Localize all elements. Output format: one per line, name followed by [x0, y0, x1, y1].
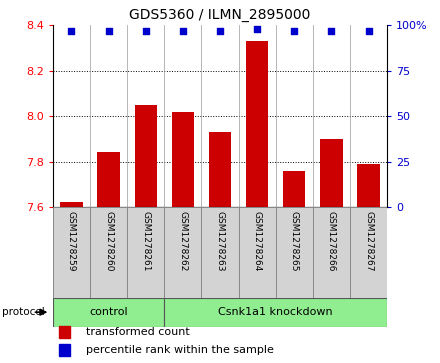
Point [291, 28, 298, 34]
Bar [135, 105, 157, 207]
Bar [164, 298, 387, 327]
Bar [350, 207, 387, 298]
Bar [276, 207, 313, 298]
Text: GSM1278265: GSM1278265 [290, 211, 299, 272]
Point [142, 28, 149, 34]
Text: GSM1278261: GSM1278261 [141, 211, 150, 272]
Bar [246, 41, 268, 207]
Text: GSM1278263: GSM1278263 [216, 211, 224, 272]
Point [105, 28, 112, 34]
Title: GDS5360 / ILMN_2895000: GDS5360 / ILMN_2895000 [129, 8, 311, 22]
Bar [164, 207, 202, 298]
Point [328, 28, 335, 34]
Point [180, 28, 187, 34]
Bar [90, 207, 127, 298]
Bar [313, 207, 350, 298]
Text: control: control [89, 307, 128, 317]
Bar [59, 344, 70, 356]
Point [216, 28, 224, 34]
Text: GSM1278267: GSM1278267 [364, 211, 373, 272]
Bar [59, 326, 70, 338]
Bar [53, 207, 90, 298]
Point [365, 28, 372, 34]
Text: GSM1278262: GSM1278262 [178, 211, 187, 272]
Bar [127, 207, 164, 298]
Bar [357, 164, 380, 207]
Bar [53, 298, 164, 327]
Text: GSM1278264: GSM1278264 [253, 211, 262, 272]
Point [253, 26, 260, 32]
Text: percentile rank within the sample: percentile rank within the sample [86, 345, 274, 355]
Text: GSM1278260: GSM1278260 [104, 211, 113, 272]
Bar [202, 207, 238, 298]
Bar [238, 207, 276, 298]
Bar [172, 112, 194, 207]
Bar [97, 152, 120, 207]
Text: GSM1278259: GSM1278259 [67, 211, 76, 272]
Bar [60, 203, 83, 207]
Bar [320, 139, 343, 207]
Bar [209, 132, 231, 207]
Text: protocol: protocol [2, 307, 45, 317]
Text: Csnk1a1 knockdown: Csnk1a1 knockdown [218, 307, 333, 317]
Text: GSM1278266: GSM1278266 [327, 211, 336, 272]
Bar [283, 171, 305, 207]
Text: transformed count: transformed count [86, 327, 190, 337]
Point [68, 28, 75, 34]
